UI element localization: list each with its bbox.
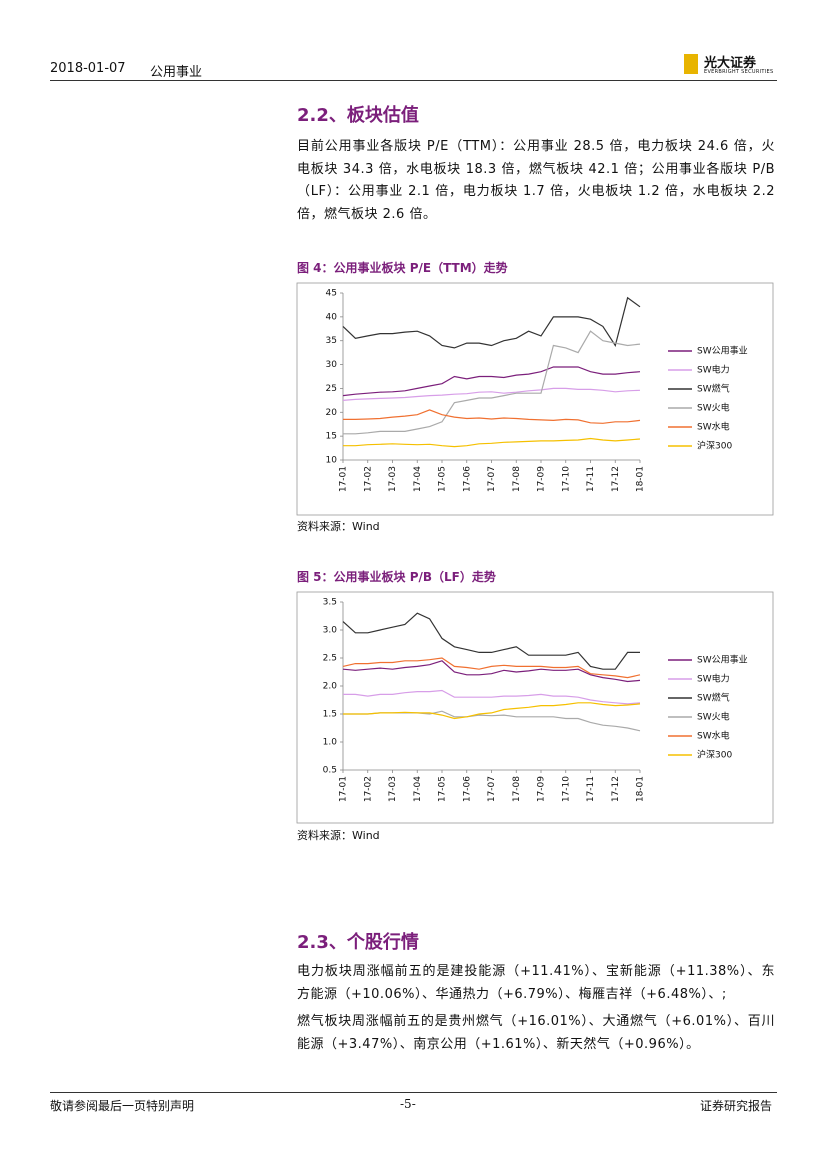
chart-source: 资料来源：Wind [297,829,380,842]
x-tick-label: 17-10 [561,466,571,492]
legend-label: SW电力 [697,673,730,685]
legend-label: SW燃气 [697,692,730,704]
x-tick-label: 17-03 [388,466,398,492]
series-line [342,387,641,401]
x-tick-label: 17-06 [462,776,472,802]
logo-icon [684,54,698,74]
x-tick-label: 17-06 [462,466,472,492]
x-tick-label: 17-02 [363,776,373,802]
series-line [342,660,641,683]
y-tick-label: 30 [326,360,338,370]
y-tick-label: 2.5 [323,654,337,664]
header-rule [50,80,777,81]
legend-label: SW火电 [697,711,730,723]
x-tick-label: 17-07 [487,466,497,492]
series-line [342,296,641,349]
y-tick-label: 1.5 [323,710,337,720]
series-line [342,657,641,679]
x-tick-label: 17-12 [611,776,621,802]
footer-right: 证券研究报告 [700,1099,773,1113]
legend-label: SW水电 [697,421,730,433]
logo-sub: EVERBRIGHT SECURITIES [704,69,774,75]
chart-frame [296,591,774,824]
x-tick-label: 17-01 [339,776,349,802]
x-tick-label: 17-05 [438,466,448,492]
legend-label: SW水电 [697,730,730,742]
chart-title: 图 5：公用事业板块 P/B（LF）走势 [297,570,496,584]
legend-label: SW电力 [697,364,730,376]
series-line [343,710,641,732]
x-tick-label: 17-11 [586,466,596,492]
paragraph: 电力板块周涨幅前五的是建投能源（+11.41%）、宝新能源（+11.38%）、东… [297,964,775,1002]
y-tick-label: 25 [326,384,337,394]
footer-rule [50,1092,777,1093]
y-tick-label: 40 [326,312,338,322]
x-tick-label: 17-05 [438,776,448,802]
x-tick-label: 17-12 [611,466,621,492]
x-tick-label: 17-11 [586,776,596,802]
chart-title: 图 4：公用事业板块 P/E（TTM）走势 [297,261,508,275]
x-tick-label: 17-08 [512,466,522,492]
y-tick-label: 0.5 [323,766,337,776]
y-tick-label: 1.0 [323,738,338,748]
header-industry: 公用事业 [150,65,203,80]
paragraph: 目前公用事业各版块 P/E（TTM）：公用事业 28.5 倍，电力板块 24.6… [297,139,775,222]
footer-left: 敬请参阅最后一页特别声明 [50,1099,195,1113]
x-tick-label: 17-03 [388,776,398,802]
legend-label: SW公用事业 [697,345,748,357]
chart-frame [296,282,774,516]
paragraph: 燃气板块周涨幅前五的是贵州燃气（+16.01%）、大通燃气（+6.01%）、百川… [297,1014,775,1052]
section-heading: 2.3、个股行情 [297,932,419,953]
series-line [343,689,641,705]
y-tick-label: 15 [326,432,337,442]
x-tick-label: 18-01 [636,776,646,802]
y-tick-label: 3.5 [323,598,337,608]
x-tick-label: 17-01 [339,466,349,492]
logo-name: 光大证券 [704,56,757,71]
y-tick-label: 20 [326,408,338,418]
x-tick-label: 17-02 [363,466,373,492]
y-tick-label: 35 [326,336,337,346]
series-line [343,437,641,448]
y-tick-label: 10 [326,456,338,466]
footer-page: -5- [400,1097,416,1111]
legend-label: SW火电 [697,402,730,414]
x-tick-label: 18-01 [636,466,646,492]
legend-label: SW燃气 [697,383,730,395]
header-date: 2018-01-07 [50,61,126,76]
legend-label: SW公用事业 [697,654,748,666]
series-line [342,612,640,670]
x-tick-label: 17-04 [413,466,423,492]
series-line [343,409,641,424]
x-tick-label: 17-08 [512,776,522,802]
chart-source: 资料来源：Wind [297,520,380,533]
series-line [343,330,641,435]
legend-label: 沪深300 [697,749,732,761]
series-line [342,366,641,397]
series-line [343,702,641,720]
y-tick-label: 45 [326,289,337,299]
x-tick-label: 17-10 [561,776,571,802]
y-tick-label: 2.0 [323,682,338,692]
y-tick-label: 3.0 [323,626,338,636]
x-tick-label: 17-09 [537,776,547,802]
x-tick-label: 17-09 [537,466,547,492]
section-heading: 2.2、板块估值 [297,105,419,126]
x-tick-label: 17-04 [413,776,423,802]
legend-label: 沪深300 [697,440,732,452]
x-tick-label: 17-07 [487,776,497,802]
